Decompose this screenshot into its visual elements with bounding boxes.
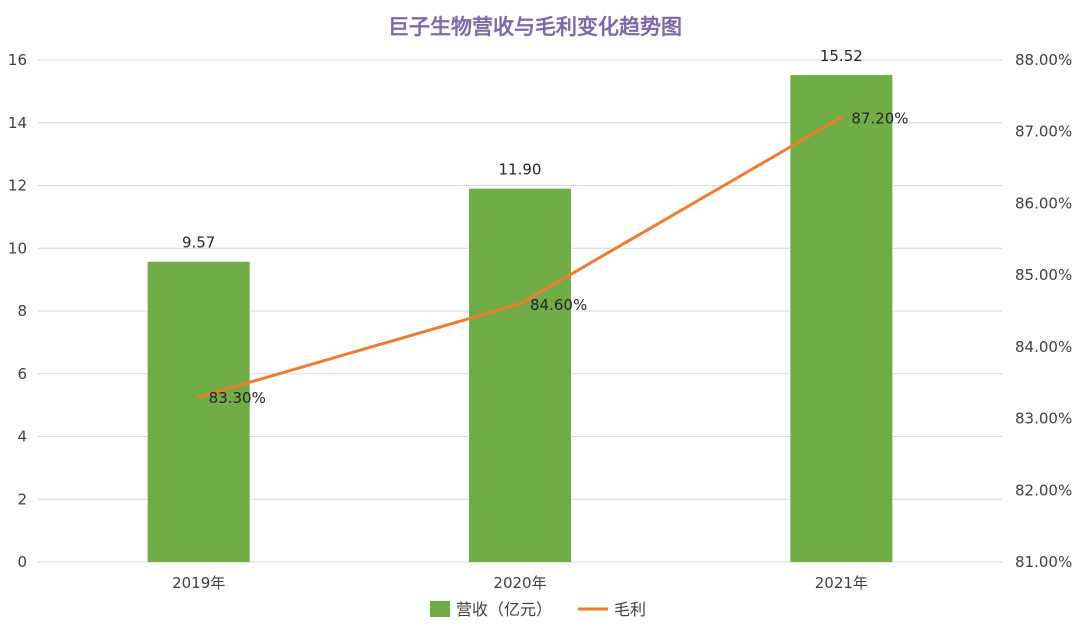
revenue-bar <box>469 188 571 562</box>
margin-point <box>518 302 522 306</box>
revenue-bar <box>790 75 893 562</box>
revenue-data-label: 15.52 <box>820 47 863 65</box>
legend-line-label: 毛利 <box>614 600 646 619</box>
legend-bar-label: 营收（亿元） <box>456 600 552 619</box>
left-tick-label: 14 <box>8 114 27 132</box>
revenue-data-label: 9.57 <box>182 234 215 252</box>
legend: 营收（亿元） 毛利 <box>430 600 646 619</box>
margin-line <box>197 115 843 399</box>
data-labels: 9.57 11.90 15.52 83.30% 84.60% 87.20% <box>182 47 909 407</box>
right-tick-label: 87.00% <box>1015 123 1072 141</box>
x-tick-label: 2020年 <box>493 574 546 592</box>
x-tick-label: 2019年 <box>172 574 225 592</box>
left-tick-label: 2 <box>17 490 27 508</box>
left-tick-label: 8 <box>17 302 27 320</box>
x-tick-label: 2021年 <box>815 574 868 592</box>
left-tick-label: 10 <box>8 239 27 257</box>
x-axis: 2019年 2020年 2021年 <box>172 574 868 592</box>
right-axis: 81.00% 82.00% 83.00% 84.00% 85.00% 86.00% 87.0… <box>1015 51 1072 571</box>
left-tick-label: 0 <box>17 553 27 571</box>
left-tick-label: 4 <box>17 428 27 446</box>
margin-point <box>197 395 201 399</box>
margin-data-label: 87.20% <box>851 109 908 127</box>
left-tick-label: 6 <box>17 365 27 383</box>
revenue-data-label: 11.90 <box>499 161 542 179</box>
left-axis: 0 2 4 6 8 10 12 14 16 <box>8 51 27 571</box>
right-tick-label: 82.00% <box>1015 481 1072 499</box>
revenue-bar <box>147 261 250 562</box>
bars <box>147 75 893 562</box>
chart-title: 巨子生物营收与毛利变化趋势图 <box>388 15 682 39</box>
left-tick-label: 16 <box>8 51 27 69</box>
left-tick-label: 12 <box>8 177 27 195</box>
margin-data-label: 84.60% <box>530 296 587 314</box>
right-tick-label: 85.00% <box>1015 266 1072 284</box>
margin-data-label: 83.30% <box>209 389 266 407</box>
margin-point <box>839 115 843 119</box>
right-tick-label: 88.00% <box>1015 51 1072 69</box>
right-tick-label: 84.00% <box>1015 338 1072 356</box>
legend-bar-swatch <box>430 601 450 617</box>
right-tick-label: 81.00% <box>1015 553 1072 571</box>
right-tick-label: 83.00% <box>1015 410 1072 428</box>
right-tick-label: 86.00% <box>1015 194 1072 212</box>
